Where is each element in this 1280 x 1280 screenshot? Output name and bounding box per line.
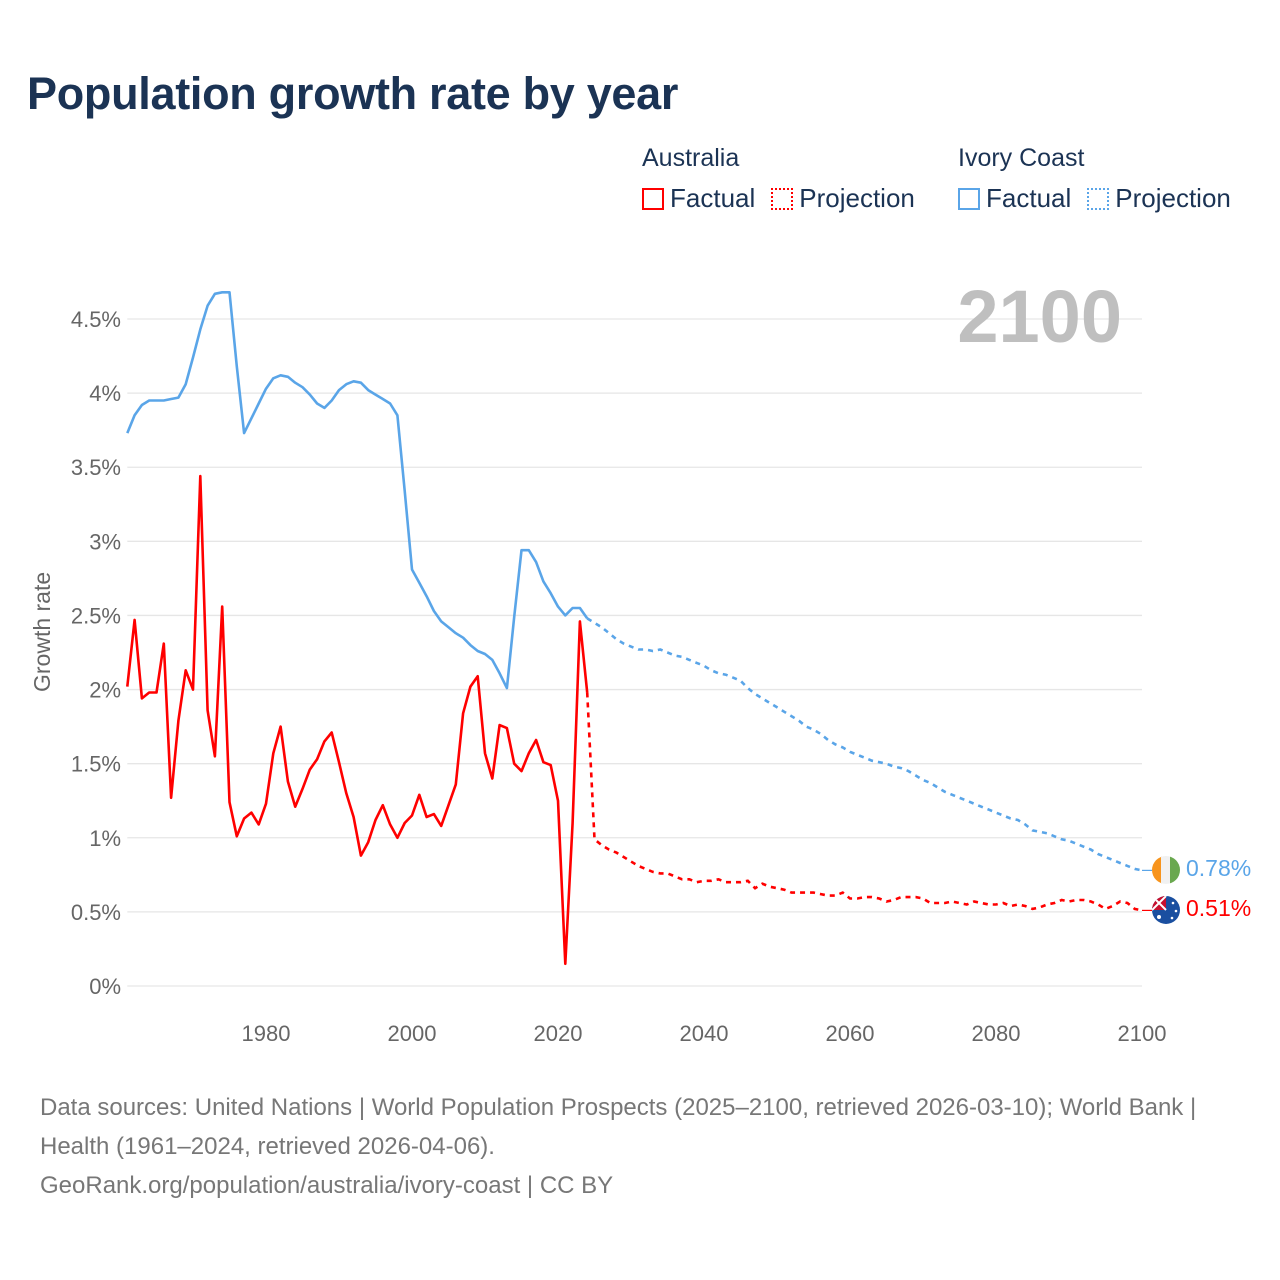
solid-line-swatch-icon (958, 187, 980, 210)
y-tick-label: 1% (89, 826, 121, 851)
gridlines (127, 318, 1142, 987)
y-tick-label: 2.5% (71, 603, 121, 628)
x-tick-label: 2040 (680, 1021, 729, 1046)
x-tick-label: 2000 (388, 1021, 437, 1046)
dotted-line-swatch-icon (1087, 187, 1110, 210)
series-lines (126, 291, 1152, 966)
dotted-line-swatch-icon (771, 187, 794, 210)
australia-end-value: 0.51% (1186, 895, 1251, 921)
solid-line-swatch-icon (642, 187, 664, 210)
ivory-coast-projection-line (586, 617, 1143, 872)
legend-label: Projection (1115, 183, 1231, 213)
footer: Data sources: United Nations | World Pop… (40, 1088, 1240, 1205)
y-axis-label: Growth rate (29, 572, 55, 692)
x-tick-label: 2060 (826, 1021, 875, 1046)
x-tick-label: 2080 (972, 1021, 1021, 1046)
x-tick-label: 2100 (1118, 1021, 1167, 1046)
y-tick-label: 0% (89, 974, 121, 999)
x-axis-ticks: 1980 2000 2020 2040 2060 2080 2100 (242, 1021, 1167, 1046)
legend-country-label: Australia (642, 144, 740, 172)
x-tick-label: 2020 (534, 1021, 583, 1046)
source-url-link[interactable]: GeoRank.org/population/australia/ivory-c… (40, 1172, 614, 1199)
legend-australia-projection[interactable]: Projection (771, 183, 915, 214)
legend-ivory-coast-projection[interactable]: Projection (1087, 183, 1231, 214)
y-tick-label: 4% (89, 381, 121, 406)
current-year-label: 2100 (957, 275, 1122, 358)
y-tick-label: 1.5% (71, 752, 121, 777)
y-axis-ticks: 0% 0.5% 1% 1.5% 2% 2.5% 3% 3.5% 4% 4.5% (71, 307, 121, 999)
y-tick-label: 0.5% (71, 900, 121, 925)
ivory-coast-end-value: 0.78% (1186, 855, 1251, 881)
page-title: Population growth rate by year (27, 68, 679, 119)
x-tick-label: 1980 (242, 1021, 291, 1046)
legend-country-label: Ivory Coast (958, 144, 1085, 172)
australia-factual-line (126, 474, 589, 966)
legend-label: Projection (799, 183, 915, 213)
legend-label: Factual (670, 183, 756, 213)
y-tick-label: 3% (89, 529, 121, 554)
legend-label: Factual (986, 183, 1072, 213)
y-tick-label: 2% (89, 678, 121, 703)
data-sources-text: Data sources: United Nations | World Pop… (40, 1094, 1197, 1160)
legend-australia: Australia Factual Projection (642, 144, 915, 214)
y-tick-label: 4.5% (71, 307, 121, 332)
legend-ivory-coast: Ivory Coast Factual Projection (958, 144, 1231, 214)
ivory-coast-flag-icon (1152, 856, 1180, 884)
y-tick-label: 3.5% (71, 455, 121, 480)
australia-flag-icon (1152, 896, 1180, 924)
legend-ivory-coast-factual[interactable]: Factual (958, 183, 1071, 214)
ivory-coast-factual-line (126, 291, 589, 690)
legend-australia-factual[interactable]: Factual (642, 183, 755, 214)
australia-projection-line (585, 692, 1143, 912)
